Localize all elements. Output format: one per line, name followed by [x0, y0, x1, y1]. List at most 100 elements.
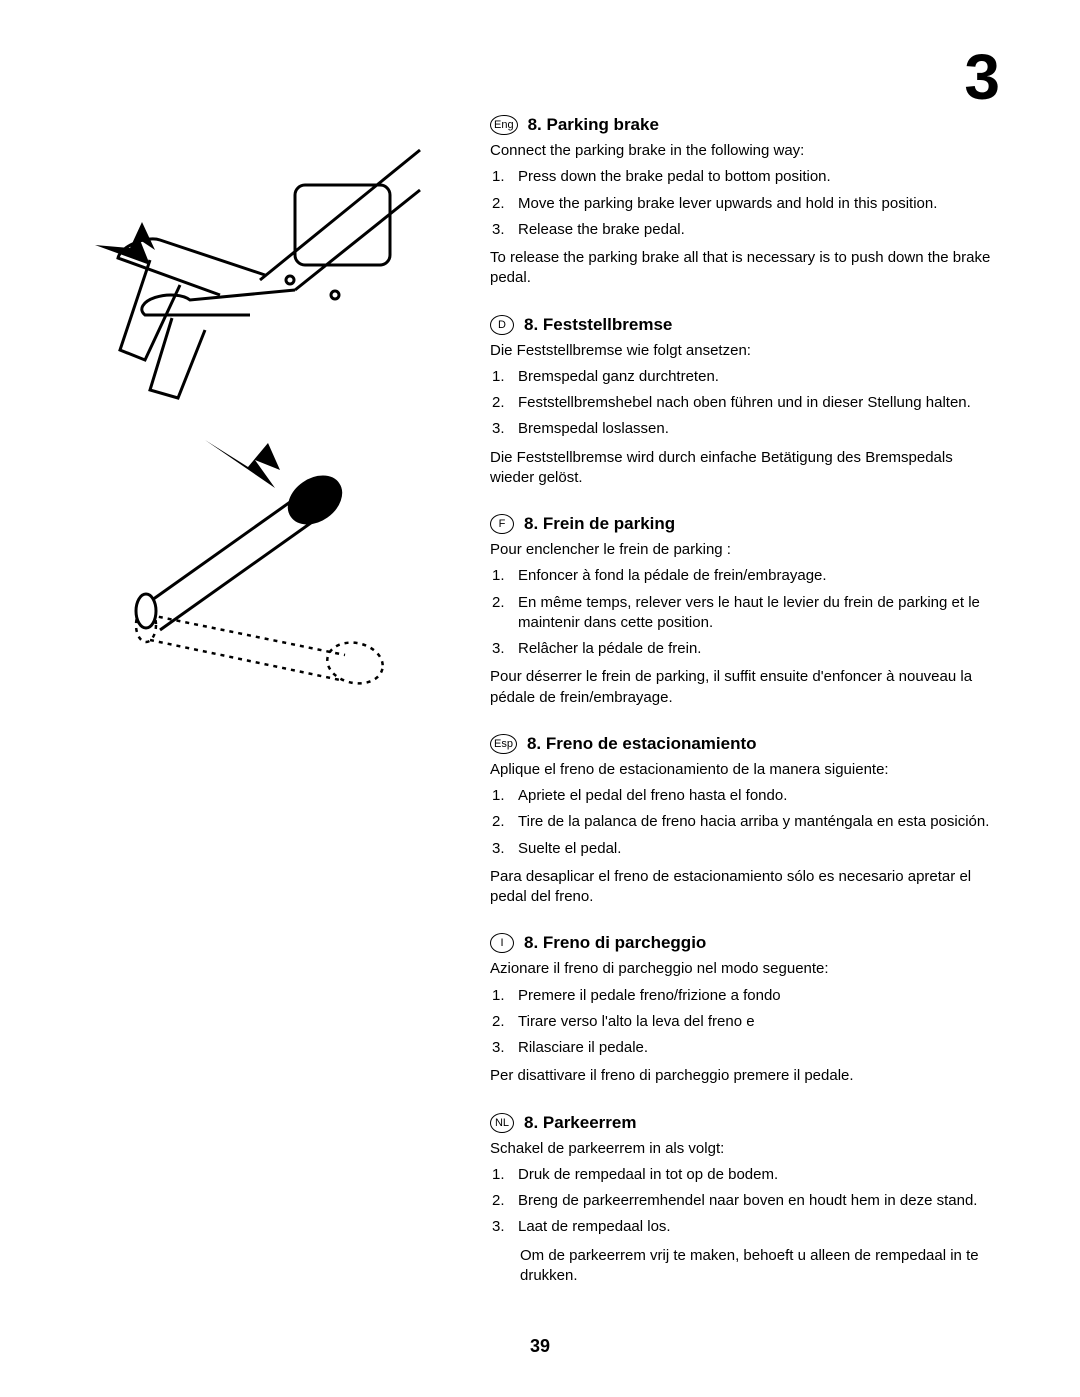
- step-number: 2.: [492, 593, 508, 634]
- step-item: 2. Tire de la palanca de freno hacia arri…: [490, 812, 1000, 832]
- language-section: F 8. Frein de parking Pour enclencher le f…: [490, 514, 1000, 708]
- section-intro: Schakel de parkeerrem in als volgt:: [490, 1139, 1000, 1159]
- step-item: 1. Press down the brake pedal to bottom p…: [490, 167, 1000, 187]
- step-text: Relâcher la pédale de frein.: [518, 639, 701, 659]
- section-title: 8. Frein de parking: [524, 514, 675, 534]
- step-text: Feststellbremshebel nach oben führen und…: [518, 393, 971, 413]
- section-outro: Para desaplicar el freno de estacionamie…: [490, 867, 1000, 908]
- language-badge: NL: [490, 1113, 514, 1133]
- language-badge: Eng: [490, 115, 518, 135]
- step-number: 3.: [492, 1038, 508, 1058]
- language-badge: D: [490, 315, 514, 335]
- language-badge: F: [490, 514, 514, 534]
- step-text: Suelte el pedal.: [518, 839, 621, 859]
- section-title: 8. Feststellbremse: [524, 315, 672, 335]
- section-outro: Per disattivare il freno di parcheggio p…: [490, 1066, 1000, 1086]
- step-number: 1.: [492, 566, 508, 586]
- language-badge: Esp: [490, 734, 517, 754]
- language-section: NL 8. Parkeerrem Schakel de parkeerrem in …: [490, 1113, 1000, 1287]
- section-header: D 8. Feststellbremse: [490, 315, 1000, 335]
- text-column: Eng 8. Parking brake Connect the parking b…: [490, 115, 1000, 1312]
- section-title: 8. Parkeerrem: [524, 1113, 636, 1133]
- step-item: 3. Suelte el pedal.: [490, 839, 1000, 859]
- section-title: 8. Freno de estacionamiento: [527, 734, 757, 754]
- step-item: 3. Rilasciare il pedale.: [490, 1038, 1000, 1058]
- step-number: 3.: [492, 419, 508, 439]
- step-number: 1.: [492, 167, 508, 187]
- step-text: En même temps, relever vers le haut le l…: [518, 593, 1000, 634]
- step-list: 1. Press down the brake pedal to bottom p…: [490, 167, 1000, 240]
- step-item: 2. Tirare verso l'alto la leva del freno …: [490, 1012, 1000, 1032]
- section-header: NL 8. Parkeerrem: [490, 1113, 1000, 1133]
- step-item: 1. Apriete el pedal del freno hasta el fo…: [490, 786, 1000, 806]
- illustration-column: [90, 140, 430, 760]
- step-number: 3.: [492, 639, 508, 659]
- step-number: 3.: [492, 220, 508, 240]
- step-text: Laat de rempedaal los.: [518, 1217, 671, 1237]
- step-list: 1. Apriete el pedal del freno hasta el fo…: [490, 786, 1000, 859]
- section-header: I 8. Freno di parcheggio: [490, 933, 1000, 953]
- section-title: 8. Parking brake: [528, 115, 659, 135]
- step-item: 1. Druk de rempedaal in tot op de bodem.: [490, 1165, 1000, 1185]
- step-item: 3. Release the brake pedal.: [490, 220, 1000, 240]
- step-number: 2.: [492, 812, 508, 832]
- step-item: 2.Feststellbremshebel nach oben führen u…: [490, 393, 1000, 413]
- section-outro: Die Feststellbremse wird durch einfache …: [490, 448, 1000, 489]
- step-number: 2.: [492, 1012, 508, 1032]
- step-number: 3.: [492, 839, 508, 859]
- step-text: Rilasciare il pedale.: [518, 1038, 648, 1058]
- language-section: Eng 8. Parking brake Connect the parking b…: [490, 115, 1000, 289]
- section-outro: Om de parkeerrem vrij te maken, behoeft …: [490, 1246, 1000, 1287]
- section-outro: To release the parking brake all that is…: [490, 248, 1000, 289]
- step-number: 2.: [492, 194, 508, 214]
- step-text: Release the brake pedal.: [518, 220, 685, 240]
- language-section: I 8. Freno di parcheggio Azionare il freno…: [490, 933, 1000, 1086]
- section-header: Eng 8. Parking brake: [490, 115, 1000, 135]
- step-item: 2. Move the parking brake lever upwards a…: [490, 194, 1000, 214]
- step-text: Tirare verso l'alto la leva del freno e: [518, 1012, 755, 1032]
- step-item: 1.Premere il pedale freno/frizione a fon…: [490, 986, 1000, 1006]
- step-list: 1. Bremspedal ganz durchtreten. 2.Feststel…: [490, 367, 1000, 440]
- step-text: Premere il pedale freno/frizione a fondo: [518, 986, 781, 1006]
- step-item: 2.En même temps, relever vers le haut le…: [490, 593, 1000, 634]
- step-text: Bremspedal ganz durchtreten.: [518, 367, 719, 387]
- page-number: 39: [0, 1336, 1080, 1357]
- step-text: Move the parking brake lever upwards and…: [518, 194, 937, 214]
- step-list: 1. Enfoncer à fond la pédale de frein/emb…: [490, 566, 1000, 659]
- step-item: 1. Enfoncer à fond la pédale de frein/emb…: [490, 566, 1000, 586]
- section-outro: Pour déserrer le frein de parking, il su…: [490, 667, 1000, 708]
- language-section: Esp 8. Freno de estacionamiento Aplique el…: [490, 734, 1000, 908]
- step-text: Press down the brake pedal to bottom pos…: [518, 167, 831, 187]
- section-intro: Aplique el freno de estacionamiento de l…: [490, 760, 1000, 780]
- language-badge: I: [490, 933, 514, 953]
- step-item: 3. Relâcher la pédale de frein.: [490, 639, 1000, 659]
- step-list: 1.Premere il pedale freno/frizione a fon…: [490, 986, 1000, 1059]
- step-text: Bremspedal loslassen.: [518, 419, 669, 439]
- step-text: Apriete el pedal del freno hasta el fond…: [518, 786, 787, 806]
- step-number: 1.: [492, 1165, 508, 1185]
- section-header: F 8. Frein de parking: [490, 514, 1000, 534]
- step-number: 3.: [492, 1217, 508, 1237]
- step-number: 1.: [492, 786, 508, 806]
- section-intro: Pour enclencher le frein de parking :: [490, 540, 1000, 560]
- step-number: 2.: [492, 1191, 508, 1211]
- brake-pedal-diagram: [90, 140, 430, 400]
- step-text: Druk de rempedaal in tot op de bodem.: [518, 1165, 778, 1185]
- section-intro: Die Feststellbremse wie folgt ansetzen:: [490, 341, 1000, 361]
- section-header: Esp 8. Freno de estacionamiento: [490, 734, 1000, 754]
- step-list: 1. Druk de rempedaal in tot op de bodem. 2…: [490, 1165, 1000, 1238]
- section-title: 8. Freno di parcheggio: [524, 933, 706, 953]
- step-number: 1.: [492, 367, 508, 387]
- step-text: Tire de la palanca de freno hacia arriba…: [518, 812, 989, 832]
- language-section: D 8. Feststellbremse Die Feststellbremse w…: [490, 315, 1000, 489]
- step-text: Enfoncer à fond la pédale de frein/embra…: [518, 566, 827, 586]
- step-item: 2. Breng de parkeerremhendel naar boven e…: [490, 1191, 1000, 1211]
- step-item: 3. Bremspedal loslassen.: [490, 419, 1000, 439]
- step-item: 3. Laat de rempedaal los.: [490, 1217, 1000, 1237]
- section-intro: Connect the parking brake in the followi…: [490, 141, 1000, 161]
- step-item: 1. Bremspedal ganz durchtreten.: [490, 367, 1000, 387]
- section-intro: Azionare il freno di parcheggio nel modo…: [490, 959, 1000, 979]
- step-text: Breng de parkeerremhendel naar boven en …: [518, 1191, 977, 1211]
- chapter-number: 3: [964, 40, 1000, 114]
- lever-diagram: [90, 435, 430, 725]
